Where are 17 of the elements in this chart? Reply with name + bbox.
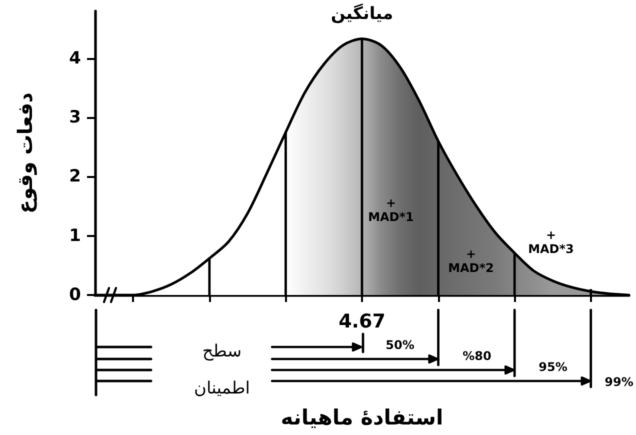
- x-tick-label: 4.67: [338, 310, 386, 332]
- annotation: + MAD*3: [527, 228, 575, 257]
- x-axis-title: استفادهٔ ماهیانه: [280, 406, 444, 430]
- text: سطح اطمینان: [192, 340, 251, 401]
- annotation: میانگین: [330, 4, 394, 25]
- y-tick-label: 1: [69, 226, 81, 246]
- y-axis-title: دفعات وقوع: [13, 92, 37, 214]
- text: 99%: [604, 375, 634, 390]
- y-tick-label: 2: [69, 166, 81, 187]
- text: 95%: [538, 360, 568, 375]
- text: %80: [462, 349, 492, 364]
- y-tick-label: 4: [69, 48, 82, 68]
- text: 50%: [384, 338, 416, 353]
- y-tick-label: 0: [69, 285, 82, 305]
- annotation: + MAD*2: [447, 247, 495, 276]
- y-tick-label: 3: [69, 108, 81, 128]
- annotation: + MAD*1: [367, 196, 415, 225]
